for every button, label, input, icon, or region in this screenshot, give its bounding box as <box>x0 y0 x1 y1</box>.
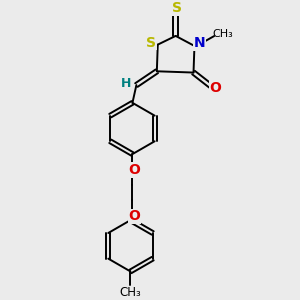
Text: N: N <box>194 36 205 50</box>
Text: CH₃: CH₃ <box>120 286 141 299</box>
Text: O: O <box>128 163 140 177</box>
Text: CH₃: CH₃ <box>213 29 233 39</box>
Text: O: O <box>128 209 140 223</box>
Text: S: S <box>172 1 182 15</box>
Text: O: O <box>210 81 221 95</box>
Text: S: S <box>146 36 156 50</box>
Text: H: H <box>121 76 132 90</box>
